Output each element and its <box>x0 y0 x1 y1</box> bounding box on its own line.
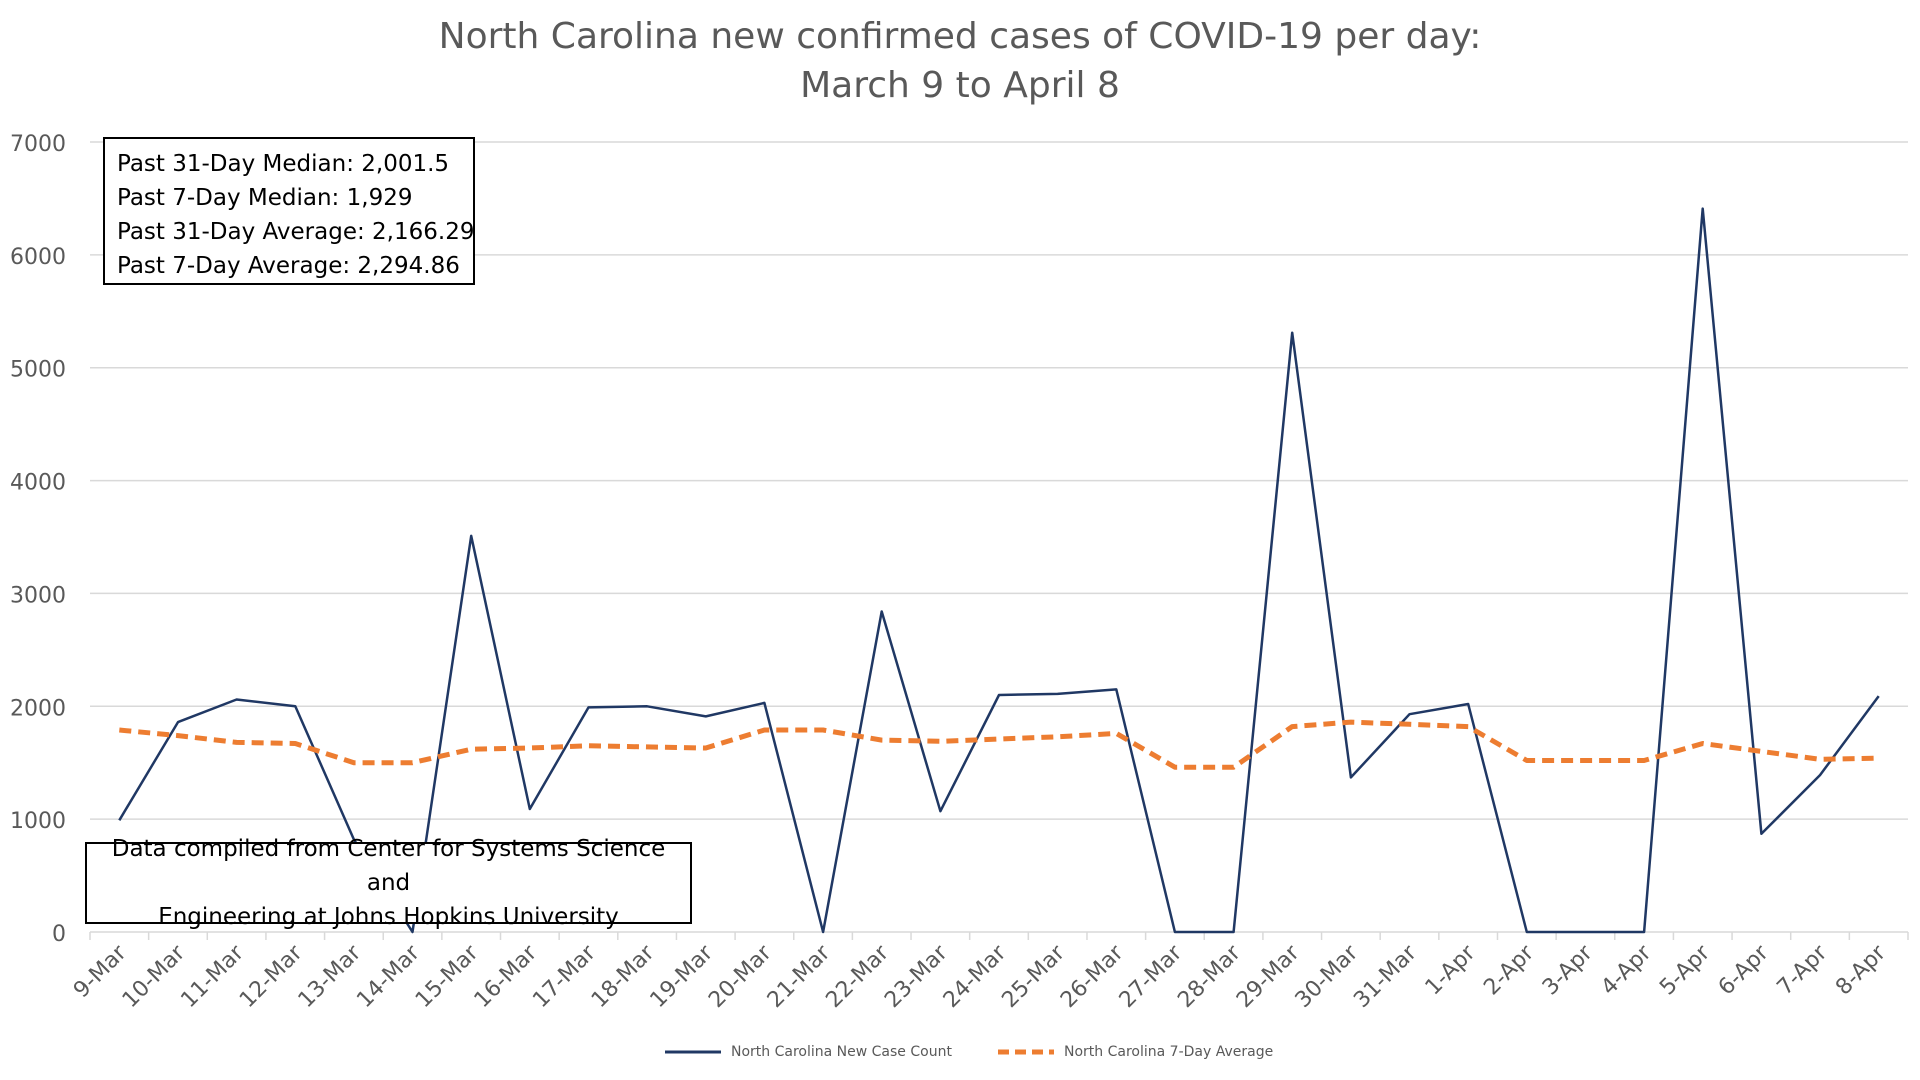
x-tick-label: 16-Mar <box>470 940 543 1013</box>
data-source-box: Data compiled from Center for Systems Sc… <box>85 836 692 930</box>
source-line-1: Data compiled from Center for Systems Sc… <box>111 836 666 896</box>
series-lines <box>118 207 1880 934</box>
x-tick-label: 1-Apr <box>1421 940 1481 1000</box>
x-tick-label: 30-Mar <box>1291 940 1364 1013</box>
stat-7-day-average: Past 7-Day Average: 2,294.86 <box>117 253 460 279</box>
chart-legend: North Carolina New Case Count North Caro… <box>0 1044 1920 1068</box>
stat-31-day-average: Past 31-Day Average: 2,166.29 <box>117 219 475 245</box>
x-tick-label: 27-Mar <box>1115 940 1188 1013</box>
stat-7-day-median: Past 7-Day Median: 1,929 <box>117 185 413 211</box>
x-tick-label: 20-Mar <box>704 940 777 1013</box>
x-tick-label: 14-Mar <box>352 940 425 1013</box>
y-tick-label: 2000 <box>10 696 66 721</box>
legend-item-7-day-average: North Carolina 7-Day Average <box>998 1044 1273 1060</box>
x-tick-label: 6-Apr <box>1714 940 1774 1000</box>
y-tick-label: 3000 <box>10 583 66 608</box>
legend-swatch-dashed-line <box>998 1049 1054 1055</box>
y-axis-tick-labels: 0 1000 2000 3000 4000 5000 6000 7000 <box>10 132 66 947</box>
y-tick-label: 7000 <box>10 132 66 157</box>
x-tick-label: 2-Apr <box>1479 940 1539 1000</box>
x-tick-label: 7-Apr <box>1773 940 1833 1000</box>
series-7-day-average-line <box>119 719 1879 770</box>
chart-title: North Carolina new confirmed cases of CO… <box>0 12 1920 110</box>
source-line-2: Engineering at Johns Hopkins University <box>158 904 619 930</box>
x-tick-label: 17-Mar <box>528 940 601 1013</box>
x-tick-label: 4-Apr <box>1597 940 1657 1000</box>
legend-label-new-case-count: North Carolina New Case Count <box>731 1044 952 1060</box>
legend-item-new-case-count: North Carolina New Case Count <box>665 1044 952 1060</box>
x-tick-label: 3-Apr <box>1538 940 1598 1000</box>
series-new-case-count-line <box>118 207 1880 934</box>
x-tick-label: 18-Mar <box>587 940 660 1013</box>
y-tick-label: 6000 <box>10 245 66 270</box>
x-tick-label: 10-Mar <box>118 940 191 1013</box>
chart-title-line-2: March 9 to April 8 <box>800 65 1120 106</box>
x-tick-label: 23-Mar <box>880 940 953 1013</box>
x-axis-tick-labels: 9-Mar10-Mar11-Mar12-Mar13-Mar14-Mar15-Ma… <box>69 940 1892 1013</box>
y-tick-label: 4000 <box>10 471 66 496</box>
x-tick-label: 12-Mar <box>235 940 308 1013</box>
chart-title-line-1: North Carolina new confirmed cases of CO… <box>438 16 1482 57</box>
x-tick-label: 28-Mar <box>1173 940 1246 1013</box>
x-tick-label: 19-Mar <box>646 940 719 1013</box>
legend-label-7-day-average: North Carolina 7-Day Average <box>1064 1044 1274 1060</box>
x-tick-label: 22-Mar <box>822 940 895 1013</box>
x-tick-label: 13-Mar <box>294 940 367 1013</box>
x-tick-label: 8-Apr <box>1831 940 1891 1000</box>
x-tick-label: 5-Apr <box>1655 940 1715 1000</box>
x-tick-label: 15-Mar <box>411 940 484 1013</box>
x-tick-label: 29-Mar <box>1232 940 1305 1013</box>
x-tick-label: 25-Mar <box>997 940 1070 1013</box>
x-tick-label: 31-Mar <box>1349 940 1422 1013</box>
y-tick-label: 0 <box>52 922 66 947</box>
y-tick-label: 5000 <box>10 358 66 383</box>
statistics-box: Past 31-Day Median: 2,001.5 Past 7-Day M… <box>103 137 475 285</box>
x-tick-label: 21-Mar <box>763 940 836 1013</box>
x-tick-label: 11-Mar <box>176 940 249 1013</box>
legend-swatch-solid-line <box>665 1050 721 1054</box>
stat-31-day-median: Past 31-Day Median: 2,001.5 <box>117 151 450 177</box>
x-tick-label: 24-Mar <box>939 940 1012 1013</box>
y-tick-label: 1000 <box>10 809 66 834</box>
x-tick-label: 26-Mar <box>1056 940 1129 1013</box>
